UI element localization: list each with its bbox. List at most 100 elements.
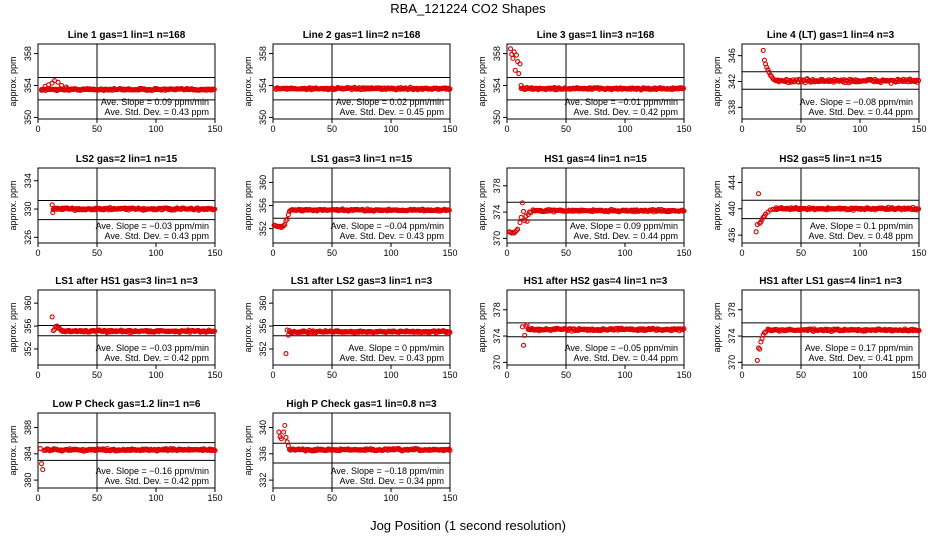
- chart-panel: High P Check gas=1 lin=0.8 n=3 0 50 100 150 3…: [243, 399, 458, 503]
- chart-panel: Low P Check gas=1.2 lin=1 n=6 0 50 100 150 38…: [8, 399, 223, 503]
- chart-panel: HS2 gas=5 lin=1 n=15 0 50 100 150 436 440 444 ap…: [712, 154, 927, 258]
- x-tick-label: 0: [35, 493, 40, 503]
- y-tick-label: 356: [258, 198, 268, 213]
- y-axis-label: approx. ppm: [8, 180, 18, 230]
- y-tick-label: 356: [23, 319, 33, 334]
- x-tick-label: 150: [442, 370, 457, 380]
- panel-title: Line 1 gas=1 lin=1 n=168: [68, 30, 186, 41]
- x-tick-label: 150: [676, 248, 691, 258]
- data-points: [754, 326, 922, 363]
- panel-title: Low P Check gas=1.2 lin=1 n=6: [53, 399, 201, 410]
- data-points: [38, 78, 217, 94]
- data-point: [281, 223, 287, 229]
- x-tick-label: 0: [35, 124, 40, 134]
- plot-frame: [506, 167, 685, 244]
- panel-title: High P Check gas=1 lin=0.8 n=3: [286, 399, 437, 410]
- data-points: [49, 202, 218, 216]
- data-point: [766, 69, 772, 75]
- x-tick-label: 0: [35, 248, 40, 258]
- data-point: [515, 226, 521, 232]
- x-tick-label: 0: [270, 370, 275, 380]
- data-point: [212, 206, 218, 212]
- data-point: [515, 59, 521, 65]
- x-tick-label: 100: [383, 248, 398, 258]
- std-dev-annotation: Ave. Std. Dev. = 0.43 ppm: [105, 107, 209, 117]
- x-tick-label: 50: [92, 248, 102, 258]
- y-tick-label: 354: [492, 78, 502, 93]
- panel-title: HS1 after HS2 gas=4 lin=1 n=3: [524, 276, 668, 287]
- y-tick-label: 436: [727, 228, 737, 243]
- std-dev-annotation: Ave. Std. Dev. = 0.44 ppm: [574, 231, 678, 241]
- data-point: [284, 216, 290, 222]
- y-tick-label: 340: [258, 420, 268, 435]
- x-tick-label: 100: [148, 248, 163, 258]
- data-point: [680, 85, 687, 91]
- data-points: [276, 422, 453, 454]
- data-points: [519, 322, 687, 348]
- x-tick-label: 100: [148, 370, 163, 380]
- y-tick-label: 358: [23, 46, 33, 61]
- y-axis-label: approx. ppm: [243, 302, 253, 352]
- x-tick-label: 100: [617, 370, 632, 380]
- panel-title: LS1 gas=3 lin=1 n=15: [311, 154, 413, 165]
- y-tick-label: 360: [23, 296, 33, 311]
- data-point: [278, 436, 284, 442]
- data-point: [524, 322, 530, 328]
- y-tick-label: 378: [727, 302, 737, 317]
- y-tick-label: 330: [23, 202, 33, 217]
- data-point: [50, 328, 56, 334]
- plot-frame: [37, 43, 216, 120]
- data-points: [37, 445, 218, 473]
- chart-panel: LS2 gas=2 lin=1 n=15 0 50 100 150 326 330 334 ap…: [8, 154, 223, 258]
- data-point: [915, 206, 922, 212]
- x-tick-label: 100: [148, 124, 163, 134]
- x-tick-label: 150: [207, 370, 222, 380]
- y-axis-label: approx. ppm: [712, 302, 722, 352]
- data-points: [271, 206, 452, 230]
- data-point: [517, 61, 523, 67]
- slope-annotation: Ave. Slope = 0.1 ppm/min: [810, 221, 913, 231]
- page-title: RBA_121224 CO2 Shapes: [390, 1, 546, 16]
- chart-panel: Line 3 gas=1 lin=3 n=168 0 50 100 150 350 354 3…: [477, 30, 692, 134]
- y-tick-label: 358: [258, 46, 268, 61]
- data-point: [49, 80, 55, 86]
- slope-annotation: Ave. Slope = 0.09 ppm/min: [570, 221, 678, 231]
- data-points: [760, 47, 922, 86]
- std-dev-annotation: Ave. Std. Dev. = 0.34 ppm: [340, 476, 444, 486]
- panel-title: Line 2 gas=1 lin=2 n=168: [303, 30, 421, 41]
- x-tick-label: 100: [383, 124, 398, 134]
- y-axis-label: approx. ppm: [477, 180, 487, 230]
- y-tick-label: 352: [258, 341, 268, 356]
- std-dev-annotation: Ave. Std. Dev. = 0.44 ppm: [574, 353, 678, 363]
- data-point: [681, 326, 687, 332]
- y-tick-label: 342: [727, 74, 737, 89]
- x-tick-label: 50: [561, 248, 571, 258]
- data-points: [506, 200, 687, 236]
- data-points: [753, 191, 922, 235]
- x-tick-label: 50: [796, 248, 806, 258]
- data-point: [758, 219, 764, 225]
- data-point: [283, 434, 289, 440]
- y-tick-label: 346: [727, 48, 737, 63]
- y-tick-label: 360: [258, 296, 268, 311]
- data-point: [916, 327, 922, 334]
- y-tick-label: 374: [492, 205, 502, 220]
- y-tick-label: 350: [23, 110, 33, 125]
- data-point: [915, 77, 922, 84]
- data-point: [517, 220, 523, 226]
- y-tick-label: 384: [23, 446, 33, 461]
- data-point: [757, 346, 763, 352]
- y-tick-label: 370: [492, 231, 502, 246]
- data-point: [760, 47, 766, 54]
- y-axis-label: approx. ppm: [8, 56, 18, 106]
- x-tick-label: 50: [561, 370, 571, 380]
- x-tick-label: 150: [911, 370, 926, 380]
- x-tick-label: 50: [92, 124, 102, 134]
- x-tick-label: 150: [207, 124, 222, 134]
- y-tick-label: 360: [258, 175, 268, 190]
- plot-frame: [37, 289, 216, 366]
- slope-annotation: Ave. Slope = −0.03 ppm/min: [96, 343, 209, 353]
- chart-panel: Line 1 gas=1 lin=1 n=168 0 50 100 150 350 354 3…: [8, 30, 223, 134]
- chart-panel: HS1 after HS2 gas=4 lin=1 n=3 0 50 100 150 37…: [477, 276, 692, 380]
- x-tick-label: 50: [561, 124, 571, 134]
